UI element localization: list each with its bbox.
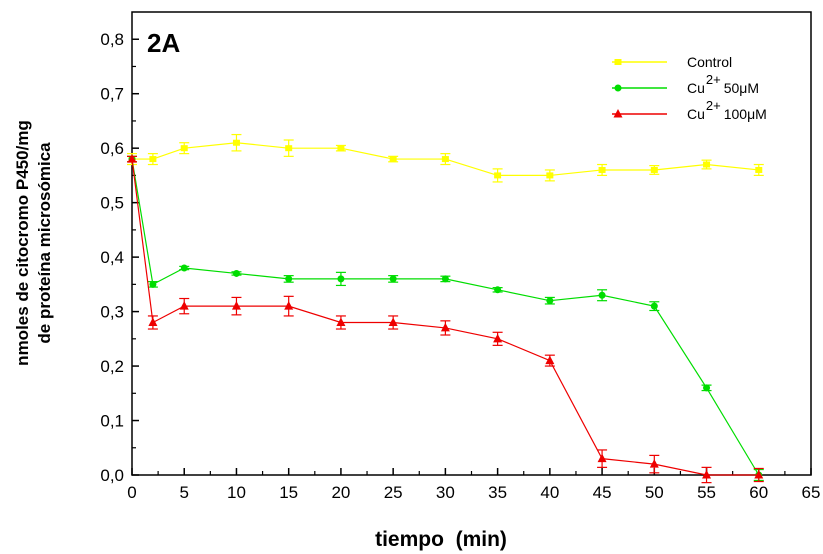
data-point xyxy=(702,470,712,479)
data-point xyxy=(180,264,188,272)
data-point xyxy=(493,333,503,343)
x-tick-label: 20 xyxy=(331,483,350,502)
y-tick-label: 0,3 xyxy=(100,303,124,322)
x-tick-label: 10 xyxy=(227,483,246,502)
x-axis-title: tiempo (min) xyxy=(375,528,507,551)
panel-label: 2A xyxy=(147,28,180,58)
data-point xyxy=(597,453,607,463)
legend-superscript: 2+ xyxy=(706,72,721,87)
legend-label: Control xyxy=(687,54,732,70)
data-point xyxy=(337,145,345,152)
x-tick-label: 30 xyxy=(436,483,455,502)
data-point xyxy=(649,459,659,468)
data-point xyxy=(149,156,157,163)
series-layer xyxy=(127,133,764,484)
data-point xyxy=(179,301,189,310)
legend-entry-0: Control xyxy=(612,54,732,70)
data-point xyxy=(755,166,763,173)
data-point xyxy=(232,269,240,277)
x-tick-label: 25 xyxy=(384,483,403,502)
x-tick-label: 45 xyxy=(593,483,612,502)
x-tick-label: 50 xyxy=(645,483,664,502)
x-tick-label: 35 xyxy=(488,483,507,502)
data-point xyxy=(180,145,188,152)
data-point xyxy=(231,301,241,310)
data-point xyxy=(388,317,398,326)
data-point xyxy=(284,301,294,310)
data-point xyxy=(389,275,397,283)
y-tick-label: 0,7 xyxy=(100,85,124,104)
data-point xyxy=(650,166,658,173)
series-line xyxy=(131,158,759,476)
x-tick-label: 5 xyxy=(179,483,188,502)
data-point xyxy=(545,355,555,365)
data-point xyxy=(232,139,240,146)
y-tick-label: 0,6 xyxy=(100,139,124,158)
data-point xyxy=(285,275,293,283)
legend-entry-1: Cu2+ 50μM xyxy=(612,72,759,96)
x-axis: 0 5 10 15 20 25 30 35 40 45 50 55 60 65 xyxy=(127,468,820,502)
x-tick-label: 55 xyxy=(697,483,716,502)
legend-marker xyxy=(614,84,622,92)
data-point xyxy=(703,384,711,392)
y-tick-label: 0,2 xyxy=(100,357,124,376)
y-axis: 0,0 0,1 0,2 0,3 0,4 0,5 0,6 0,7 0,8 xyxy=(100,30,139,485)
legend-marker xyxy=(614,59,622,65)
data-point xyxy=(441,156,449,163)
y-axis-title-line2: de proteína microsómica xyxy=(35,142,54,344)
data-point xyxy=(389,156,397,163)
x-tick-label: 65 xyxy=(802,483,821,502)
y-tick-label: 0,8 xyxy=(100,30,124,49)
series-2 xyxy=(127,154,764,484)
legend-suffix: 100μM xyxy=(724,106,767,122)
x-tick-label: 15 xyxy=(279,483,298,502)
series-line xyxy=(131,158,760,476)
series-1 xyxy=(127,155,764,482)
y-tick-label: 0,0 xyxy=(100,466,124,485)
data-point xyxy=(148,317,158,326)
data-point xyxy=(598,166,606,173)
y-axis-title: nmoles de citocromo P450/mg de proteína … xyxy=(13,120,54,366)
data-point xyxy=(336,317,346,326)
data-point xyxy=(337,275,345,283)
legend-label: Cu xyxy=(687,80,705,96)
series-0 xyxy=(127,133,764,183)
data-point xyxy=(441,275,449,283)
x-tick-label: 40 xyxy=(540,483,559,502)
y-tick-label: 0,1 xyxy=(100,412,124,431)
y-axis-title-line1: nmoles de citocromo P450/mg xyxy=(13,120,32,366)
data-point xyxy=(598,291,606,299)
data-point xyxy=(754,470,764,479)
data-point xyxy=(494,286,502,294)
x-tick-label: 60 xyxy=(749,483,768,502)
data-point xyxy=(650,302,658,310)
legend-entry-2: Cu2+ 100μM xyxy=(612,98,767,122)
legend-marker xyxy=(613,109,623,118)
data-point xyxy=(285,145,293,152)
data-point xyxy=(127,154,137,163)
series-line xyxy=(132,142,759,177)
data-point xyxy=(703,161,711,168)
legend-suffix: 50μM xyxy=(724,80,759,96)
data-point xyxy=(149,280,157,288)
data-point xyxy=(546,297,554,305)
legend-label: Cu xyxy=(687,106,705,122)
y-tick-label: 0,5 xyxy=(100,194,124,213)
legend-superscript: 2+ xyxy=(706,98,721,113)
y-tick-label: 0,4 xyxy=(100,248,124,267)
data-point xyxy=(546,172,554,179)
x-tick-label: 0 xyxy=(127,483,136,502)
data-point xyxy=(494,172,502,179)
data-point xyxy=(440,322,450,332)
